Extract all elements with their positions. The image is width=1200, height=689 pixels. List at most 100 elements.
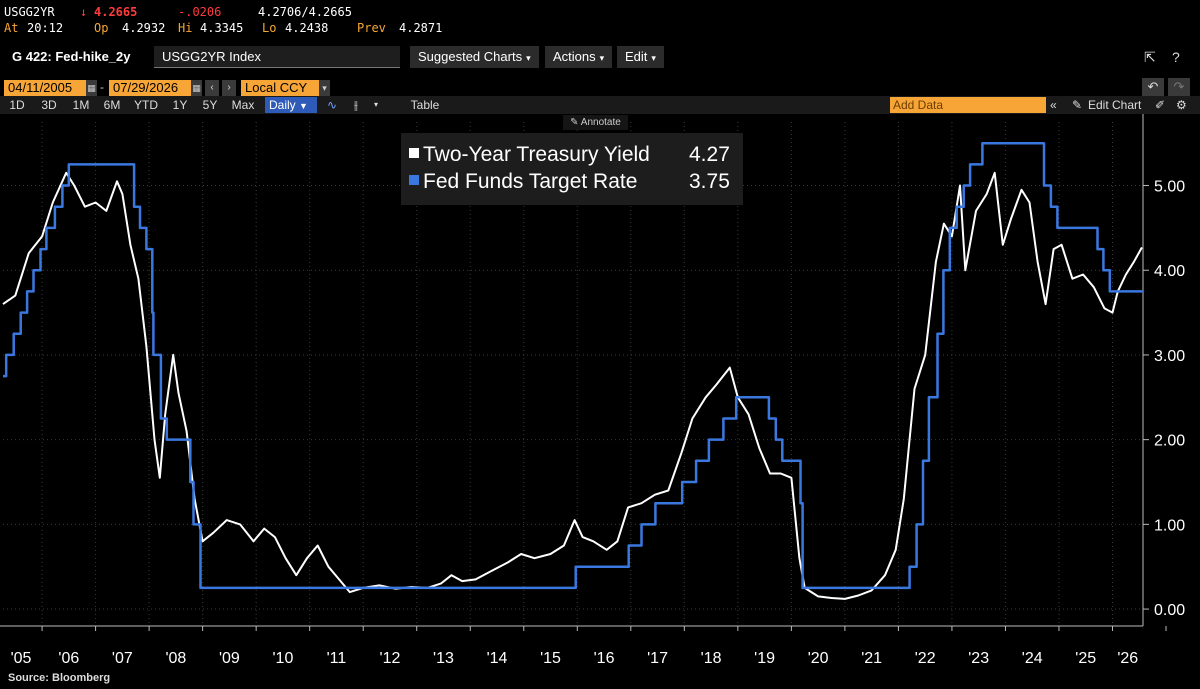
source-note: Source: Bloomberg [8, 672, 111, 684]
frequency-label: Daily [269, 98, 296, 112]
legend-swatch-blue [409, 175, 419, 186]
open-label: Op [94, 21, 109, 35]
last-price: 4.2665 [94, 5, 138, 19]
x-tick-label: '08 [165, 650, 186, 667]
period-ytd[interactable]: YTD [134, 98, 158, 112]
chevron-right-icon[interactable]: › [222, 80, 236, 96]
pencil-icon: ✎ [570, 117, 581, 128]
x-tick-label: '16 [594, 650, 615, 667]
pencil-box-icon[interactable]: ✐ [1155, 98, 1166, 112]
x-tick-label: '25 [1075, 650, 1096, 667]
legend-item-fed-funds: Fed Funds Target Rate 3.75 [409, 169, 730, 195]
line-chart-icon[interactable]: ∿ [326, 98, 338, 112]
x-tick-label: '07 [112, 650, 133, 667]
calendar-icon[interactable]: ▦ [86, 80, 97, 96]
down-arrow-icon: ↓ [80, 5, 88, 19]
edit-chart-button[interactable]: Edit Chart [1088, 98, 1142, 112]
x-tick-label: '26 [1117, 650, 1138, 667]
quote-time: 20:12 [27, 21, 64, 35]
edit-button[interactable]: Edit ▾ [617, 46, 664, 68]
x-tick-label: '23 [968, 650, 989, 667]
period-1y[interactable]: 1Y [172, 98, 188, 112]
chevron-down-icon: ▼ [299, 101, 308, 111]
x-tick-label: '11 [327, 650, 347, 667]
period-1m[interactable]: 1M [72, 98, 90, 112]
prev-label: Prev [357, 21, 386, 35]
x-tick-label: '15 [540, 650, 561, 667]
y-tick-label: 0.00 [1154, 602, 1185, 619]
redo-icon[interactable]: ↷ [1168, 78, 1190, 96]
gear-icon[interactable]: ⚙ [1176, 98, 1187, 112]
low-label: Lo [262, 21, 277, 35]
legend-item-yield: Two-Year Treasury Yield 4.27 [409, 142, 730, 168]
edit-label: Edit [625, 49, 648, 64]
high-label: Hi [178, 21, 193, 35]
period-max[interactable]: Max [231, 98, 255, 112]
x-tick-label: '22 [915, 650, 936, 667]
prev-value: 4.2871 [399, 21, 443, 35]
bid-ask: 4.2706/4.2665 [258, 5, 352, 19]
annotate-button[interactable]: ✎ Annotate [563, 115, 628, 130]
low-value: 4.2438 [285, 21, 329, 35]
legend-value-yield: 4.27 [689, 143, 730, 166]
date-range-bar: 04/11/2005 ▦ - 07/29/2026 ▦ ‹ › Local CC… [0, 78, 1200, 96]
pencil-icon[interactable]: ✎ [1072, 98, 1083, 112]
chevron-down-icon[interactable]: ▾ [373, 100, 378, 109]
x-tick-label: '13 [433, 650, 454, 667]
chevron-down-icon: ▾ [526, 53, 531, 63]
y-tick-label: 4.00 [1154, 263, 1185, 280]
chevron-left-icon[interactable]: ‹ [205, 80, 219, 96]
legend-label-yield: Two-Year Treasury Yield [423, 143, 650, 166]
actions-button[interactable]: Actions ▾ [545, 46, 613, 68]
chevron-left-double-icon[interactable]: « [1050, 98, 1057, 112]
period-3d[interactable]: 3D [41, 98, 57, 112]
legend-label-fed-funds: Fed Funds Target Rate [423, 170, 638, 193]
x-tick-label: '24 [1022, 650, 1043, 667]
chart-legend: Two-Year Treasury Yield 4.27 Fed Funds T… [401, 133, 743, 205]
legend-swatch-white [409, 148, 419, 159]
add-data-input[interactable]: Add Data [890, 97, 1046, 113]
end-date-field[interactable]: 07/29/2026 [109, 80, 191, 96]
share-icon[interactable]: ⇱ [1144, 49, 1156, 65]
frequency-select[interactable]: Daily ▼ [265, 97, 317, 113]
currency-select[interactable]: Local CCY [241, 80, 319, 96]
quote-ticker[interactable]: USGG2YR [4, 5, 55, 19]
actions-label: Actions [553, 49, 596, 64]
security-input[interactable]: USGG2YR Index [154, 46, 400, 68]
chart-id: G 422: Fed-hike_2y [12, 49, 131, 64]
chevron-down-icon[interactable]: ▾ [319, 80, 330, 96]
period-bar: 1D 3D 1M 6M YTD 1Y 5Y Max Daily ▼ ∿ ⫲ ▾ … [0, 96, 1200, 114]
table-button[interactable]: Table [410, 98, 440, 112]
series-line-yield [2, 171, 1143, 600]
undo-icon[interactable]: ↶ [1142, 78, 1164, 96]
suggested-charts-label: Suggested Charts [418, 49, 523, 64]
candlestick-icon[interactable]: ⫲ [354, 98, 358, 112]
x-tick-label: '14 [487, 650, 508, 667]
y-tick-label: 5.00 [1154, 179, 1185, 196]
x-tick-label: '10 [272, 650, 293, 667]
date-separator: - [100, 80, 104, 94]
suggested-charts-button[interactable]: Suggested Charts ▾ [410, 46, 539, 68]
net-change: -.0206 [178, 5, 222, 19]
chevron-down-icon: ▾ [651, 53, 656, 63]
x-tick-label: '05 [11, 650, 32, 667]
period-1d[interactable]: 1D [9, 98, 25, 112]
period-6m[interactable]: 6M [103, 98, 121, 112]
line-chart: 0.00 1.00 2.00 3.00 4.00 5.00 '05 '06 '07 '08 '09 '… [0, 114, 1185, 667]
high-value: 4.3345 [200, 21, 244, 35]
help-icon[interactable]: ? [1172, 49, 1180, 65]
time-label: At [4, 21, 19, 35]
start-date-field[interactable]: 04/11/2005 [4, 80, 86, 96]
period-5y[interactable]: 5Y [202, 98, 218, 112]
x-tick-label: '19 [754, 650, 775, 667]
chevron-down-icon: ▾ [599, 53, 605, 63]
x-tick-label: '06 [58, 650, 79, 667]
calendar-icon[interactable]: ▦ [191, 80, 202, 96]
open-value: 4.2932 [122, 21, 166, 35]
x-tick-label: '09 [219, 650, 240, 667]
title-bar: G 422: Fed-hike_2y USGG2YR Index Suggest… [0, 44, 1200, 70]
series-line-fed-funds [3, 141, 1143, 590]
x-tick-label: '21 [861, 650, 882, 667]
y-tick-label: 2.00 [1154, 433, 1185, 450]
quote-header: USGG2YR ↓ 4.2665 -.0206 4.2706/4.2665 At… [0, 0, 1200, 38]
